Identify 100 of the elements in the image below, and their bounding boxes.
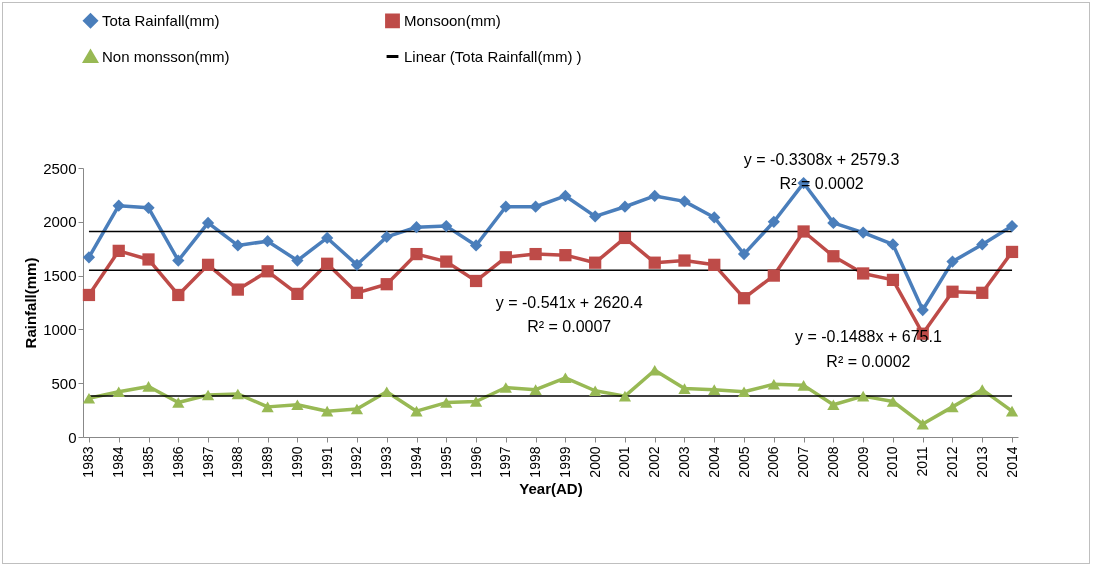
x-tick-label: 1988 <box>229 446 246 478</box>
point <box>350 258 364 271</box>
point <box>827 399 840 411</box>
annotation: R² = 0.0002 <box>826 352 911 370</box>
legend-label: Non monsson(mm) <box>102 47 230 65</box>
point <box>916 418 929 430</box>
point <box>231 283 244 296</box>
point <box>440 219 453 233</box>
point <box>469 274 483 288</box>
point <box>916 303 929 317</box>
point <box>559 189 572 203</box>
point <box>321 257 334 270</box>
point <box>261 265 274 278</box>
x-tick-label: 1984 <box>110 446 127 478</box>
x-tick-label: 1986 <box>169 446 186 478</box>
x-tick-label: 1995 <box>437 446 454 478</box>
point <box>142 253 155 266</box>
point <box>112 199 125 212</box>
x-tick-label: 1987 <box>199 446 216 478</box>
point <box>857 226 870 239</box>
point <box>737 247 751 261</box>
x-tick-label: 2014 <box>1003 446 1020 478</box>
legend-label: Monsoon(mm) <box>404 11 501 29</box>
point <box>291 254 304 267</box>
point <box>708 384 721 395</box>
point <box>380 386 393 398</box>
x-tick-label: 2012 <box>943 446 960 478</box>
x-tick-label: 2010 <box>884 446 901 478</box>
point <box>499 251 512 264</box>
x-tick-label: 1991 <box>318 446 335 478</box>
y-tick-label: 2000 <box>43 213 77 231</box>
point <box>142 381 155 392</box>
point <box>410 247 423 261</box>
y-tick-label: 2500 <box>43 159 77 177</box>
x-tick-label: 1997 <box>497 446 514 478</box>
x-tick-label: 1999 <box>556 446 573 478</box>
point <box>886 238 900 251</box>
point <box>857 390 870 402</box>
y-axis-title: Rainfall(mm) <box>22 257 40 349</box>
point <box>172 397 185 408</box>
point <box>946 285 959 298</box>
x-tick-label: 2006 <box>765 446 782 478</box>
point <box>618 200 632 213</box>
point <box>797 380 810 391</box>
annotation: R² = 0.0007 <box>527 317 612 335</box>
point <box>827 216 840 229</box>
point <box>261 235 274 248</box>
point <box>410 221 423 234</box>
point <box>529 247 542 261</box>
point <box>231 388 244 400</box>
x-tick-label: 2009 <box>854 446 871 478</box>
point <box>440 255 453 268</box>
x-tick-label: 2005 <box>735 446 752 478</box>
point <box>767 378 780 390</box>
point <box>380 278 393 291</box>
point <box>946 255 959 268</box>
point <box>201 258 215 271</box>
point <box>678 254 691 267</box>
point <box>678 383 691 394</box>
point <box>291 287 304 301</box>
point <box>1005 405 1019 417</box>
point <box>678 195 691 208</box>
x-axis-title: Year(AD) <box>519 479 583 497</box>
point <box>321 405 334 417</box>
x-tick-label: 1992 <box>348 446 365 478</box>
x-tick-label: 1990 <box>288 446 305 478</box>
x-tick-label: 1985 <box>140 446 157 478</box>
point <box>469 396 483 407</box>
x-tick-label: 2013 <box>973 446 990 478</box>
point <box>469 239 483 252</box>
annotation: y = -0.1488x + 675.1 <box>795 328 942 346</box>
point <box>499 200 512 213</box>
point <box>440 397 453 408</box>
x-tick-label: 2003 <box>676 446 692 478</box>
point <box>976 286 989 299</box>
point <box>291 399 304 411</box>
point <box>559 249 572 262</box>
point <box>172 254 185 267</box>
point <box>618 390 632 402</box>
point <box>648 189 661 203</box>
point <box>559 372 572 384</box>
point <box>231 239 244 252</box>
point <box>201 389 215 401</box>
point <box>112 244 125 257</box>
x-tick-label: 1989 <box>259 446 276 478</box>
text: y = -0.3308x + 2579.3 <box>743 150 900 168</box>
x-tick-label: 2000 <box>586 446 603 478</box>
x-tick-label: 2007 <box>795 446 812 478</box>
point <box>648 256 661 269</box>
point <box>529 384 542 395</box>
point <box>767 215 780 228</box>
point <box>767 269 780 282</box>
point <box>82 251 96 264</box>
legend-label: Tota Rainfall(mm) <box>102 11 220 29</box>
point <box>737 292 751 305</box>
x-tick-label: 1983 <box>80 446 97 478</box>
point <box>589 256 602 269</box>
point <box>976 238 989 251</box>
point <box>618 231 632 245</box>
x-tick-label: 2001 <box>616 446 633 478</box>
